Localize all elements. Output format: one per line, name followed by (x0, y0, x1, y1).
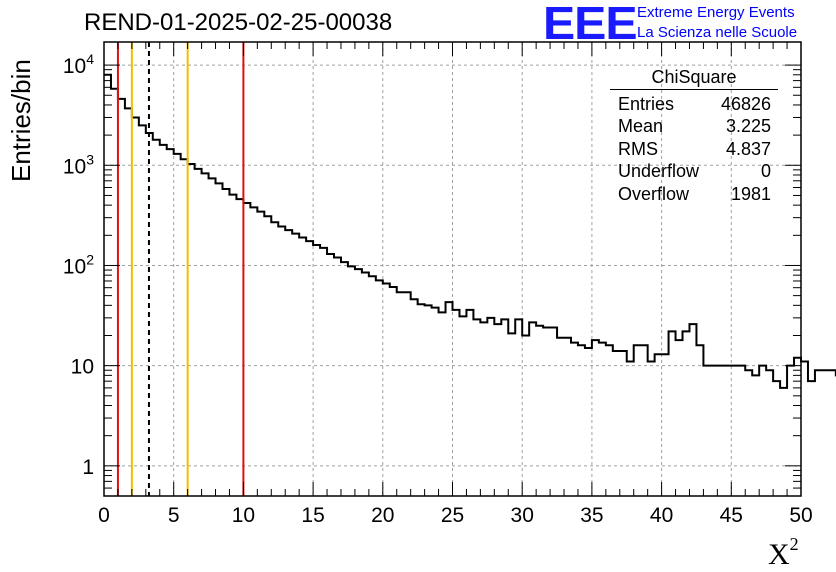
logo-line-2: La Scienza nelle Scuole (637, 24, 798, 41)
stats-row-rms: RMS 4.837 (610, 138, 778, 160)
x-tick-label: 25 (441, 504, 464, 527)
x-tick-label: 5 (168, 504, 180, 527)
stats-value: 46826 (720, 94, 771, 114)
x-tick-label: 20 (371, 504, 394, 527)
stats-box-title: ChiSquare (610, 66, 778, 90)
x-tick-label: 40 (650, 504, 673, 527)
x-tick-label: 50 (789, 504, 812, 527)
y-tick-exponent: 4 (86, 51, 94, 67)
stats-label: Entries (618, 94, 675, 114)
y-tick-label: 1 (82, 456, 94, 479)
stats-value: 0 (760, 161, 771, 182)
stats-row-overflow: Overflow 1981 (610, 183, 778, 205)
y-tick-label: 103 (63, 151, 94, 178)
y-tick-exponent: 3 (86, 151, 94, 167)
y-tick-label: 102 (63, 251, 94, 278)
stats-label: RMS (618, 138, 658, 159)
y-tick-base: 10 (63, 155, 86, 178)
y-axis-label: Entries/bin (6, 59, 36, 182)
stats-row-entries: Entries 46826 (610, 93, 778, 115)
y-tick-base: 10 (63, 255, 86, 278)
chart-title: REND-01-2025-02-25-00038 (84, 9, 393, 36)
x-axis-label-base: X (768, 538, 790, 571)
y-tick-exponent: 2 (86, 251, 94, 267)
x-tick-label: 30 (511, 504, 534, 527)
logo-line-1: Extreme Energy Events (637, 4, 795, 21)
stats-value: 1981 (730, 183, 771, 204)
x-tick-label: 15 (301, 504, 324, 527)
y-tick-label: 104 (63, 51, 94, 78)
eee-logo-mark: EEE (543, 0, 638, 49)
x-tick-label: 10 (232, 504, 255, 527)
eee-logo-text: Extreme Energy Events La Scienza nelle S… (637, 3, 797, 43)
histogram-series (104, 73, 836, 389)
stats-row-underflow: Underflow 0 (610, 160, 778, 182)
x-tick-label: 0 (98, 504, 110, 527)
stats-box: ChiSquare Entries 46826 Mean 3.225 RMS 4… (610, 66, 778, 205)
stats-row-mean: Mean 3.225 (610, 115, 778, 137)
x-axis-label-exponent: 2 (789, 534, 799, 554)
y-tick-label: 10 (71, 356, 94, 379)
stats-label: Overflow (618, 183, 690, 204)
stats-value: 3.225 (725, 116, 771, 137)
x-tick-label: 45 (720, 504, 743, 527)
x-tick-label: 35 (580, 504, 603, 527)
x-axis-label: X2 (768, 534, 799, 572)
y-tick-base: 10 (63, 55, 86, 78)
stats-label: Underflow (618, 161, 700, 182)
stats-value: 4.837 (725, 138, 771, 159)
stats-label: Mean (618, 116, 664, 137)
